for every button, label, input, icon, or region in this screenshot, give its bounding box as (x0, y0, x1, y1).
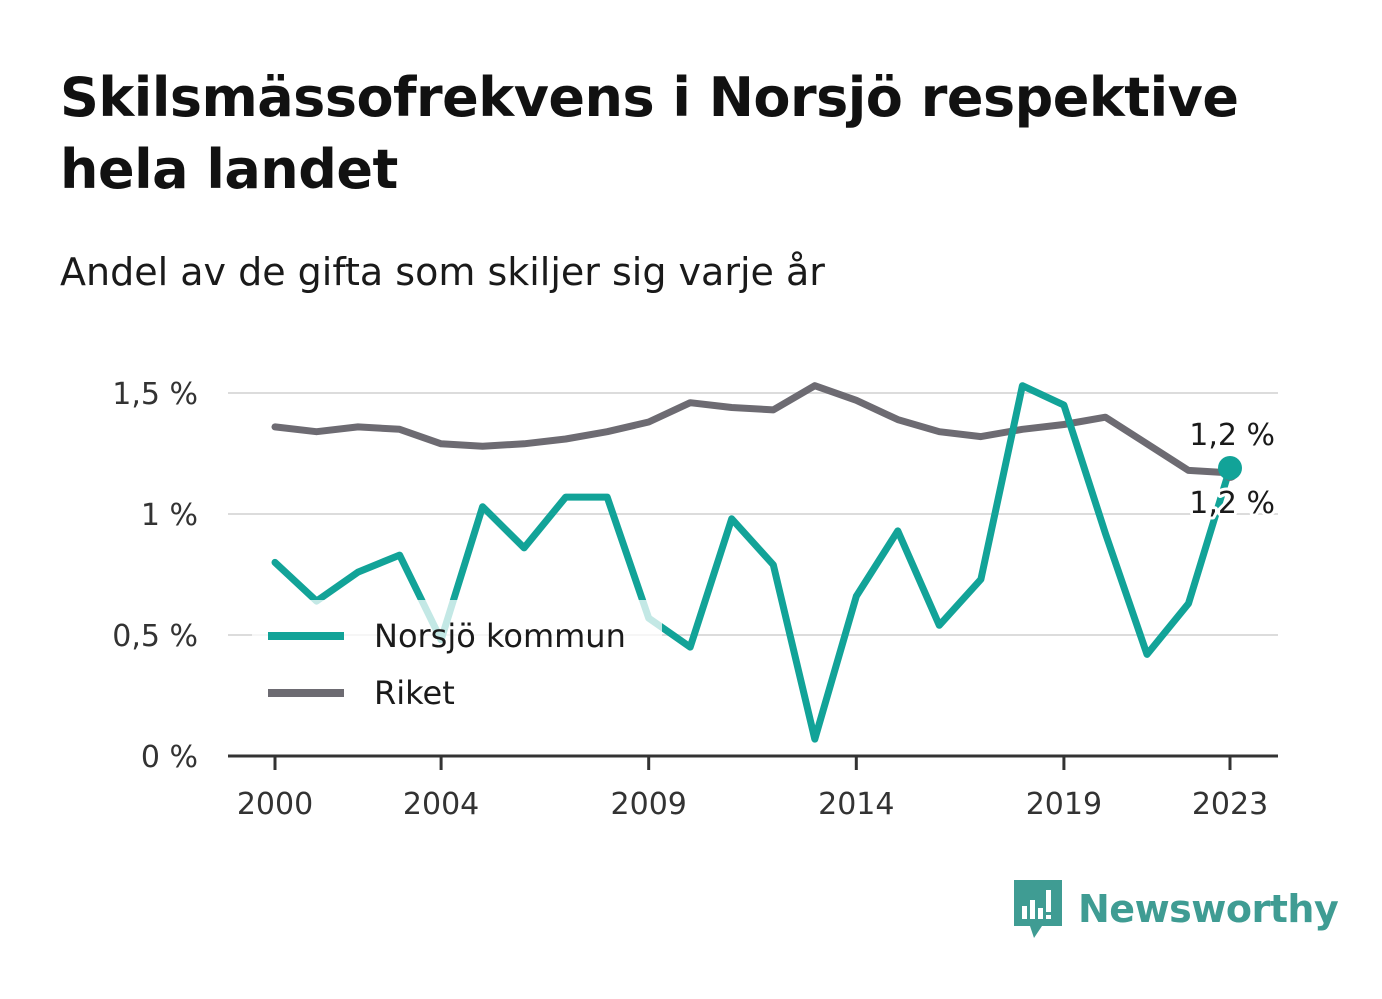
legend-label: Norsjö kommun (374, 617, 626, 655)
x-tick-label: 2004 (403, 787, 479, 822)
end-point-marker (1218, 456, 1242, 481)
y-tick-label: 1,5 % (112, 377, 198, 412)
y-tick-label: 0 % (141, 740, 198, 775)
end-labels: 1,2 % 1,2 % (1186, 415, 1278, 524)
end-label: 1,2 % (1189, 486, 1275, 521)
x-tick-label: 2014 (818, 787, 894, 822)
brand-name: Newsworthy (1078, 887, 1339, 931)
y-tick-label: 1 % (141, 498, 198, 533)
x-tick-label: 2009 (611, 787, 687, 822)
x-tick-label: 2019 (1026, 787, 1102, 822)
x-axis: 2000 2004 2009 2014 2019 2023 (228, 754, 1278, 822)
legend-background (252, 600, 662, 725)
legend-label: Riket (374, 674, 455, 712)
x-tick-label: 2023 (1192, 787, 1268, 822)
y-tick-label: 0,5 % (112, 619, 198, 654)
chart-title: Skilsmässofrekvens i Norsjö respektive h… (60, 66, 1239, 201)
x-tick-label: 2000 (237, 787, 313, 822)
legend: Norsjö kommun Riket (252, 600, 662, 725)
bar-chart-speech-bubble-icon (1014, 880, 1062, 938)
chart-subtitle: Andel av de gifta som skiljer sig varje … (60, 250, 825, 294)
brand-logo: Newsworthy (1012, 878, 1339, 940)
y-axis: 0 % 0,5 % 1 % 1,5 % (112, 377, 198, 775)
end-label: 1,2 % (1189, 418, 1275, 453)
series-line-1 (271, 382, 1234, 477)
